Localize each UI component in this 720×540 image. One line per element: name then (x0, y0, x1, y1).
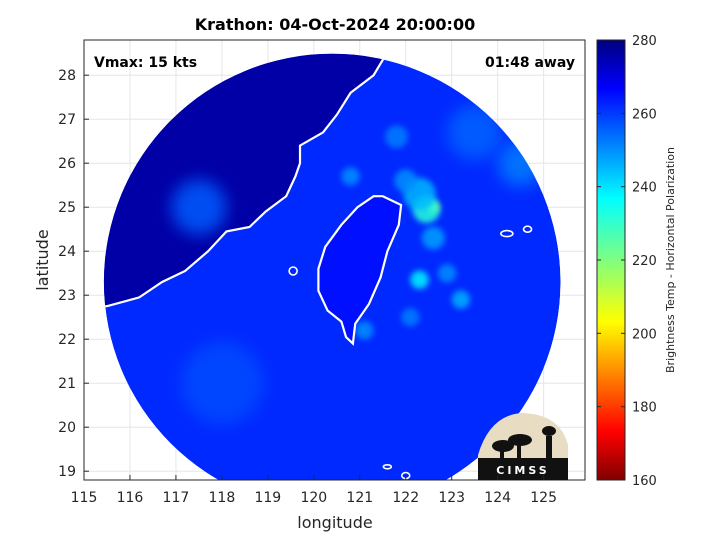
y-tick-label: 22 (58, 332, 76, 348)
colorbar-tick-label: 180 (632, 401, 657, 416)
convective-cell (401, 308, 420, 327)
colorbar-tick-label: 260 (632, 107, 657, 122)
cimss-logo-text: CIMSS (496, 464, 549, 477)
convective-cell (447, 104, 503, 160)
colorbar-tick-label: 220 (632, 254, 657, 269)
colorbar-tick-label: 200 (632, 327, 657, 342)
convective-cell (421, 226, 445, 250)
x-tick-label: 117 (163, 490, 190, 506)
x-tick-label: 118 (209, 490, 236, 506)
x-axis-ticks: 115 116 117 118 119 120 121 122 123 124 125 (71, 475, 557, 506)
x-tick-label: 125 (530, 490, 557, 506)
taiwan-island (317, 195, 403, 346)
y-tick-label: 19 (58, 464, 76, 480)
convective-cell (180, 341, 264, 425)
island-outline (500, 229, 514, 238)
vmax-label: Vmax: 15 kts (94, 55, 197, 71)
cimss-logo: CIMSS (478, 413, 568, 480)
island-outline (382, 463, 393, 470)
x-tick-label: 123 (438, 490, 465, 506)
x-tick-label: 119 (254, 490, 281, 506)
convective-features (171, 104, 544, 425)
colorbar-tick-label: 160 (632, 474, 657, 489)
convective-cell (341, 167, 360, 186)
convective-cell (355, 321, 374, 340)
y-axis-label: latitude (33, 229, 52, 290)
axes-frame (83, 39, 586, 481)
y-tick-label: 28 (58, 68, 76, 84)
chart-title: Krathon: 04-Oct-2024 20:00:00 (195, 15, 475, 34)
y-axis-ticks: 19 20 21 22 23 24 25 26 27 28 (58, 68, 89, 480)
small-islands (288, 225, 533, 480)
x-tick-label: 124 (484, 490, 511, 506)
y-tick-label: 21 (58, 376, 76, 392)
y-tick-label: 23 (58, 288, 76, 304)
island-outline (522, 225, 533, 233)
y-tick-label: 20 (58, 420, 76, 436)
colorbar-label: Brightness Temp - Horizontal Polarizatio… (664, 147, 677, 373)
colorbar-tick-label: 280 (632, 34, 657, 49)
x-tick-label: 121 (346, 490, 373, 506)
x-tick-label: 116 (117, 490, 144, 506)
convective-cell (451, 290, 471, 309)
colorbar-gradient (596, 39, 626, 481)
convective-cell (171, 179, 227, 235)
china-coastline (103, 53, 403, 308)
colorbar-ticks: 160 180 200 220 240 260 280 (597, 34, 657, 489)
convective-cell (437, 264, 457, 283)
colorbar: 160 180 200 220 240 260 280 Brightness Temp - … (596, 34, 677, 489)
plot-area: Vmax: 15 kts 01:48 away CIMSS 115 116 117 1… (58, 39, 586, 506)
convective-cell (410, 270, 429, 289)
colorbar-tick-label: 240 (632, 181, 657, 196)
y-tick-label: 24 (58, 244, 76, 260)
x-tick-label: 120 (300, 490, 327, 506)
x-tick-label: 122 (392, 490, 419, 506)
y-tick-label: 27 (58, 112, 76, 128)
convective-cell (385, 125, 409, 149)
time-away-label: 01:48 away (485, 55, 575, 71)
y-tick-label: 25 (58, 200, 76, 216)
island-outline (288, 266, 298, 276)
convective-cell (394, 169, 418, 193)
x-axis-label: longitude (297, 513, 372, 532)
x-tick-label: 115 (71, 490, 98, 506)
y-tick-label: 26 (58, 156, 76, 172)
